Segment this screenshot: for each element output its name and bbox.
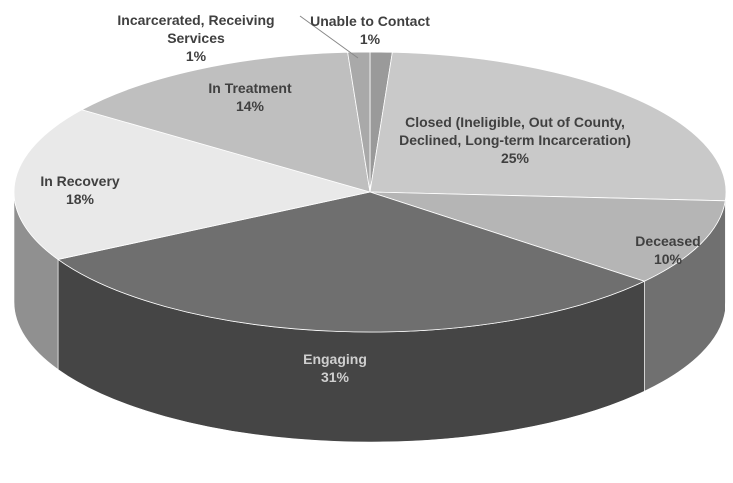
- value-label: 25%: [500, 150, 530, 166]
- category-name: In Treatment: [208, 80, 292, 96]
- slice-label: Closed (Ineligible, Out of County, Decli…: [395, 113, 635, 167]
- slice-label: Incarcerated, Receiving Services 1%: [106, 11, 286, 65]
- value-label: 18%: [65, 191, 95, 207]
- category-name: In Recovery: [40, 173, 120, 189]
- slice: [369, 191, 726, 282]
- slice: [57, 191, 646, 333]
- slice-label: In Recovery 18%: [25, 172, 135, 208]
- category-name: Engaging: [303, 351, 367, 367]
- value-label: 31%: [320, 369, 350, 385]
- slice-label: Engaging 31%: [290, 350, 380, 386]
- category-name: Incarcerated, Receiving Services: [117, 12, 275, 46]
- category-name: Unable to Contact: [310, 13, 430, 29]
- slice: [80, 51, 371, 193]
- slice-label: Unable to Contact 1%: [305, 12, 435, 48]
- slice: [347, 51, 371, 193]
- leader-line: [299, 15, 359, 59]
- slice: [13, 109, 371, 260]
- value-label: 1%: [359, 31, 381, 47]
- category-name: Closed (Ineligible, Out of County, Decli…: [399, 114, 631, 148]
- slice-label: Deceased 10%: [623, 232, 713, 268]
- slice: [369, 51, 727, 202]
- value-label: 14%: [235, 98, 265, 114]
- category-name: Deceased: [635, 233, 701, 249]
- value-label: 10%: [653, 251, 683, 267]
- slice-label: In Treatment 14%: [195, 79, 305, 115]
- value-label: 1%: [185, 48, 207, 64]
